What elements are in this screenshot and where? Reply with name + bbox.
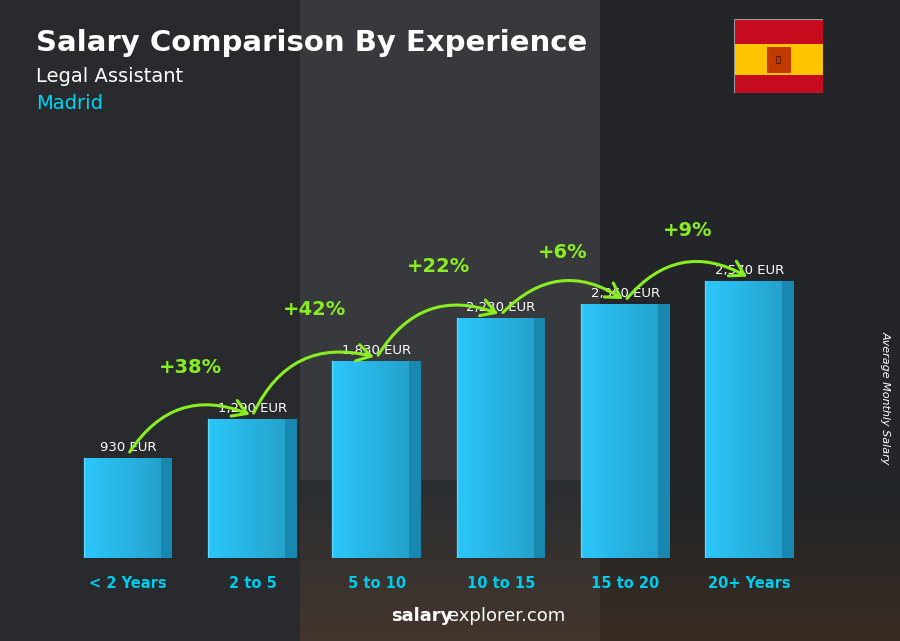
FancyArrowPatch shape xyxy=(378,300,496,355)
Bar xyxy=(734,19,824,44)
Text: explorer.com: explorer.com xyxy=(448,607,565,625)
Text: 10 to 15: 10 to 15 xyxy=(467,576,536,591)
Text: +38%: +38% xyxy=(158,358,221,378)
Text: < 2 Years: < 2 Years xyxy=(89,576,166,591)
FancyArrowPatch shape xyxy=(130,401,248,452)
Text: +22%: +22% xyxy=(407,257,471,276)
Text: 👑: 👑 xyxy=(776,55,781,64)
Polygon shape xyxy=(658,304,670,558)
Text: 1,290 EUR: 1,290 EUR xyxy=(218,402,287,415)
Text: Average Monthly Salary: Average Monthly Salary xyxy=(880,331,890,464)
Polygon shape xyxy=(410,361,421,558)
Text: Legal Assistant: Legal Assistant xyxy=(36,67,183,87)
Bar xyxy=(734,74,824,93)
FancyArrowPatch shape xyxy=(254,345,371,413)
Text: 2,570 EUR: 2,570 EUR xyxy=(715,264,784,278)
Text: +42%: +42% xyxy=(283,300,346,319)
FancyArrowPatch shape xyxy=(627,262,744,299)
Text: 1,830 EUR: 1,830 EUR xyxy=(342,344,411,357)
Bar xyxy=(734,44,824,74)
Text: salary: salary xyxy=(392,607,453,625)
Text: 5 to 10: 5 to 10 xyxy=(347,576,406,591)
Text: Madrid: Madrid xyxy=(36,94,103,113)
Text: Salary Comparison By Experience: Salary Comparison By Experience xyxy=(36,29,587,57)
Polygon shape xyxy=(161,458,173,558)
Text: 2,230 EUR: 2,230 EUR xyxy=(466,301,536,314)
Text: +6%: +6% xyxy=(538,243,588,262)
FancyArrowPatch shape xyxy=(503,281,620,313)
Polygon shape xyxy=(534,318,545,558)
Polygon shape xyxy=(782,281,794,558)
Text: +9%: +9% xyxy=(662,221,712,240)
Bar xyxy=(767,47,790,72)
Polygon shape xyxy=(285,419,297,558)
Text: 20+ Years: 20+ Years xyxy=(708,576,791,591)
Text: 2 to 5: 2 to 5 xyxy=(229,576,276,591)
Text: 15 to 20: 15 to 20 xyxy=(591,576,660,591)
Text: 2,360 EUR: 2,360 EUR xyxy=(590,287,660,300)
Text: 930 EUR: 930 EUR xyxy=(100,440,157,454)
